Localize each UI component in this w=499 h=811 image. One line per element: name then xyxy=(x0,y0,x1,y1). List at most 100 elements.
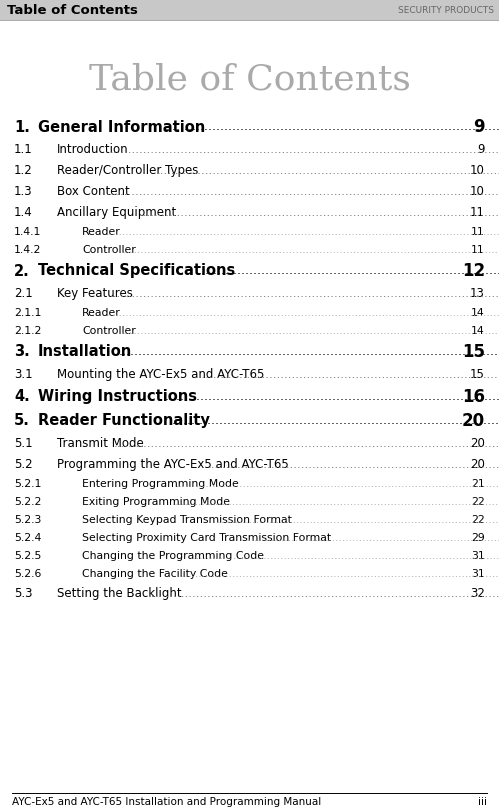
Text: 1.: 1. xyxy=(14,119,30,135)
Text: 32: 32 xyxy=(470,586,485,599)
Text: Table of Contents: Table of Contents xyxy=(88,63,411,97)
Text: 13: 13 xyxy=(470,286,485,299)
Text: 11: 11 xyxy=(471,245,485,255)
Text: ................................................................................: ........................................… xyxy=(110,286,499,299)
Text: 9: 9 xyxy=(478,143,485,156)
Text: 31: 31 xyxy=(471,569,485,578)
Text: ................................................................................: ........................................… xyxy=(172,496,499,506)
Text: Transmit Mode: Transmit Mode xyxy=(57,436,144,449)
Text: Key Features: Key Features xyxy=(57,286,133,299)
Text: Wiring Instructions: Wiring Instructions xyxy=(38,389,197,404)
Text: 5.1: 5.1 xyxy=(14,436,32,449)
Text: ................................................................................: ........................................… xyxy=(157,164,499,177)
Text: ............................................................................: ........................................… xyxy=(246,532,499,543)
Text: 12: 12 xyxy=(462,262,485,280)
Text: Changing the Programming Code: Changing the Programming Code xyxy=(82,551,264,560)
Text: 14: 14 xyxy=(471,325,485,336)
Text: ................................................................................: ........................................… xyxy=(140,206,499,219)
Text: 2.1.2: 2.1.2 xyxy=(14,325,41,336)
Text: Reader Functionality: Reader Functionality xyxy=(38,413,210,428)
Text: 5.2.2: 5.2.2 xyxy=(14,496,41,506)
Text: ................................................................................: ........................................… xyxy=(106,227,499,237)
Text: 2.: 2. xyxy=(14,264,30,278)
Text: 21: 21 xyxy=(471,478,485,488)
Text: ..............................................................................: ........................................… xyxy=(197,264,499,277)
Text: 20: 20 xyxy=(470,457,485,470)
Text: Mounting the AYC-Ex5 and AYC-T65: Mounting the AYC-Ex5 and AYC-T65 xyxy=(57,367,264,380)
Text: 22: 22 xyxy=(471,496,485,506)
Text: SECURITY PRODUCTS: SECURITY PRODUCTS xyxy=(398,6,494,15)
Text: 4.: 4. xyxy=(14,389,30,404)
Text: ................................................................................: ........................................… xyxy=(165,120,499,133)
Text: ................................................................................: ........................................… xyxy=(179,569,499,578)
Text: 1.4.2: 1.4.2 xyxy=(14,245,41,255)
Text: 5.3: 5.3 xyxy=(14,586,32,599)
Text: Selecting Proximity Card Transmission Format: Selecting Proximity Card Transmission Fo… xyxy=(82,532,331,543)
Text: Selecting Keypad Transmission Format: Selecting Keypad Transmission Format xyxy=(82,514,292,525)
Text: Entering Programming Mode: Entering Programming Mode xyxy=(82,478,239,488)
Text: iii: iii xyxy=(478,796,487,806)
Text: Technical Specifications: Technical Specifications xyxy=(38,264,235,278)
Text: ................................................................................: ........................................… xyxy=(110,143,499,156)
Text: Controller: Controller xyxy=(82,245,136,255)
Text: 10: 10 xyxy=(470,164,485,177)
Text: 1.3: 1.3 xyxy=(14,185,32,198)
Text: 3.: 3. xyxy=(14,344,30,359)
Text: Box Content: Box Content xyxy=(57,185,130,198)
Text: 14: 14 xyxy=(471,307,485,318)
Bar xyxy=(0,0,499,21)
Text: Introduction: Introduction xyxy=(57,143,129,156)
Text: Exiting Programming Mode: Exiting Programming Mode xyxy=(82,496,230,506)
Text: 22: 22 xyxy=(471,514,485,525)
Text: ................................................................................: ........................................… xyxy=(190,551,499,560)
Text: 5.2: 5.2 xyxy=(14,457,32,470)
Text: ................................................................................: ........................................… xyxy=(176,478,499,488)
Text: ................................................................................: ........................................… xyxy=(208,457,499,470)
Text: Changing the Facility Code: Changing the Facility Code xyxy=(82,569,228,578)
Text: 15: 15 xyxy=(462,342,485,361)
Text: ................................................................................: ........................................… xyxy=(106,307,499,318)
Text: ................................................................................: ........................................… xyxy=(119,345,499,358)
Text: 16: 16 xyxy=(462,388,485,406)
Text: 1.1: 1.1 xyxy=(14,143,33,156)
Text: 3.1: 3.1 xyxy=(14,367,32,380)
Text: Table of Contents: Table of Contents xyxy=(7,4,138,17)
Text: Controller: Controller xyxy=(82,325,136,336)
Text: AYC-Ex5 and AYC-T65 Installation and Programming Manual: AYC-Ex5 and AYC-T65 Installation and Pro… xyxy=(12,796,321,806)
Text: ................................................................................: ........................................… xyxy=(106,185,499,198)
Text: General Information: General Information xyxy=(38,119,205,135)
Text: 31: 31 xyxy=(471,551,485,560)
Text: 2.1: 2.1 xyxy=(14,286,33,299)
Text: 29: 29 xyxy=(471,532,485,543)
Text: 11: 11 xyxy=(471,227,485,237)
Text: ................................................................................: ........................................… xyxy=(148,586,499,599)
Text: 15: 15 xyxy=(470,367,485,380)
Text: Programming the AYC-Ex5 and AYC-T65: Programming the AYC-Ex5 and AYC-T65 xyxy=(57,457,289,470)
Text: ................................................................................: ........................................… xyxy=(195,367,499,380)
Text: 5.2.1: 5.2.1 xyxy=(14,478,41,488)
Text: ................................................................................: ........................................… xyxy=(171,414,499,427)
Text: Reader/Controller Types: Reader/Controller Types xyxy=(57,164,199,177)
Text: Setting the Backlight: Setting the Backlight xyxy=(57,586,182,599)
Text: 5.: 5. xyxy=(14,413,30,428)
Text: 11: 11 xyxy=(470,206,485,219)
Text: 1.2: 1.2 xyxy=(14,164,33,177)
Text: 5.2.3: 5.2.3 xyxy=(14,514,41,525)
Text: 1.4: 1.4 xyxy=(14,206,33,219)
Text: Reader: Reader xyxy=(82,307,121,318)
Text: Installation: Installation xyxy=(38,344,132,359)
Text: 2.1.1: 2.1.1 xyxy=(14,307,41,318)
Text: ................................................................................: ........................................… xyxy=(216,514,499,525)
Text: 1.4.1: 1.4.1 xyxy=(14,227,41,237)
Text: 10: 10 xyxy=(470,185,485,198)
Text: ................................................................................: ........................................… xyxy=(121,325,499,336)
Text: Ancillary Equipment: Ancillary Equipment xyxy=(57,206,176,219)
Text: 9: 9 xyxy=(474,118,485,135)
Text: Reader: Reader xyxy=(82,227,121,237)
Text: ................................................................................: ........................................… xyxy=(121,245,499,255)
Text: 5.2.4: 5.2.4 xyxy=(14,532,41,543)
Text: 20: 20 xyxy=(462,411,485,430)
Text: 5.2.5: 5.2.5 xyxy=(14,551,41,560)
Text: ................................................................................: ........................................… xyxy=(114,436,499,449)
Text: 20: 20 xyxy=(470,436,485,449)
